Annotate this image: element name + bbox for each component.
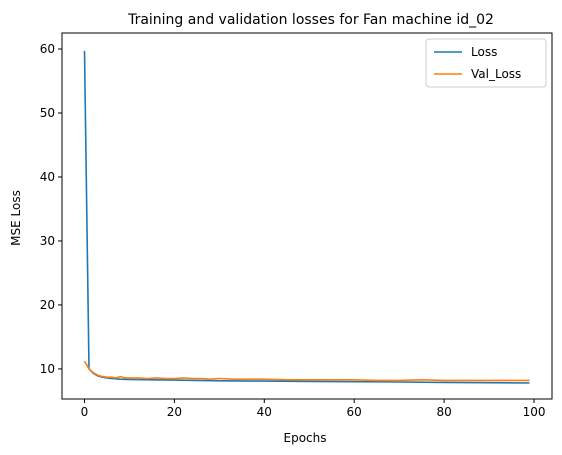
chart-title: Training and validation losses for Fan m…	[127, 12, 494, 28]
legend-label-loss: Loss	[471, 45, 497, 59]
y-tick-label-30: 30	[40, 234, 55, 248]
x-tick-label-40: 40	[257, 405, 272, 419]
legend-box	[425, 38, 547, 88]
x-tick-label-80: 80	[436, 405, 451, 419]
legend-label-val-loss: Val_Loss	[471, 67, 521, 81]
x-tick-label-60: 60	[347, 405, 362, 419]
y-tick-label-60: 60	[40, 42, 55, 56]
y-axis: 10 20 30 40 50 60	[40, 42, 62, 376]
y-axis-label: MSE Loss	[9, 190, 23, 246]
series-line-loss	[83, 50, 530, 384]
x-tick-label-20: 20	[167, 405, 182, 419]
plot-area	[83, 50, 530, 384]
x-axis-label: Epochs	[284, 431, 327, 445]
y-tick-label-10: 10	[40, 362, 55, 376]
plot-frame	[61, 32, 553, 400]
x-tick-label-0: 0	[81, 405, 89, 419]
y-tick-label-40: 40	[40, 170, 55, 184]
x-tick-label-100: 100	[523, 405, 546, 419]
legend: Loss Val_Loss	[425, 38, 547, 88]
series-line-val-loss	[83, 360, 530, 382]
x-axis: 0 20 40 60 80 100	[81, 399, 546, 419]
y-tick-label-20: 20	[40, 298, 55, 312]
y-tick-label-50: 50	[40, 106, 55, 120]
